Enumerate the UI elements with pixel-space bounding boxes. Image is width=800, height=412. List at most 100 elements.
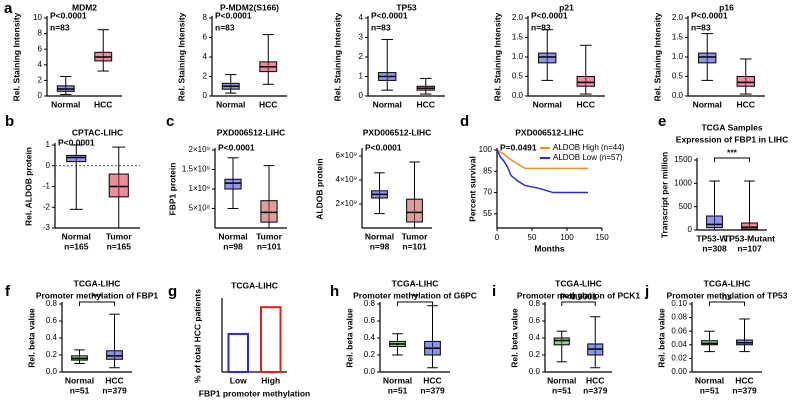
- chart-subtitle: Promoter methylation of PCK1: [517, 290, 641, 300]
- x-tick-label: Normal: [693, 99, 722, 109]
- y-tick-label: 1.0: [672, 52, 684, 61]
- box: [576, 76, 595, 87]
- annotation: P<0.0001: [531, 10, 568, 20]
- sample-size: n=165: [64, 241, 89, 251]
- x-tick-label: Normal: [547, 375, 576, 385]
- y-tick-label: 0: [688, 225, 693, 234]
- x-tick-label: Tumor: [106, 231, 133, 241]
- x-tick-label: Tumor: [256, 231, 283, 241]
- y-axis-label: Rel. beta value: [26, 308, 36, 368]
- y-tick-label: 0.00: [671, 367, 687, 376]
- sig-bracket: [709, 301, 745, 306]
- sig-label: ns: [722, 291, 732, 301]
- y-tick-label: 6: [203, 33, 208, 42]
- chart-title: P-MDM2(S166): [220, 2, 279, 12]
- y-tick-label: 2: [38, 76, 43, 85]
- x-tick-label: High: [261, 375, 280, 385]
- y-tick-label: 0.2: [46, 350, 58, 359]
- panel-letter: i: [492, 283, 496, 300]
- panel-letter: f: [5, 283, 11, 300]
- sig-label: ***: [727, 147, 738, 157]
- y-tick-label: 6×10⁹: [336, 151, 357, 160]
- chart-subtitle: Promoter methylation of TP53: [667, 290, 788, 300]
- box: [66, 154, 87, 163]
- y-axis-label: Rel. Staining Intensity: [492, 12, 502, 101]
- panel-letter: c: [166, 113, 174, 130]
- y-tick-label: 8: [38, 29, 43, 38]
- y-axis-label: Rel. Staining Intensity: [11, 12, 21, 101]
- box: [106, 350, 123, 360]
- sample-size: n=379: [732, 385, 757, 395]
- y-tick-label: 0.02: [671, 354, 687, 363]
- chart-title: TCGA-LIHC: [74, 278, 121, 288]
- chart-subtitle: Promoter methylation of G6PC: [353, 290, 477, 300]
- sig-bracket: [79, 301, 115, 306]
- x-tick-label: TP53-Mutant: [724, 233, 775, 243]
- y-tick-label: 1.0: [512, 52, 524, 61]
- x-axis-label: FBP1 promoter methylation: [199, 388, 310, 398]
- y-tick-label: 0.0: [512, 91, 524, 100]
- y-tick-label: -2: [43, 202, 51, 211]
- x-tick-label: TP53-WT: [696, 233, 733, 243]
- sample-size: n=51: [70, 385, 90, 395]
- y-axis-label: Rel. Staining Intensity: [176, 12, 186, 101]
- sig-bracket: [714, 157, 750, 162]
- y-tick-label: 0.6: [364, 316, 376, 325]
- y-tick-label: 1500: [674, 155, 692, 164]
- chart-title: TCGA Samples: [701, 122, 762, 132]
- x-tick-label: Normal: [695, 375, 724, 385]
- sample-size: n=51: [552, 385, 572, 395]
- y-tick-label: 0.6: [529, 316, 541, 325]
- panel-letter: d: [460, 113, 469, 130]
- y-tick-label: 6: [38, 44, 43, 53]
- sample-size: n=379: [583, 385, 608, 395]
- sample-size: n=98: [370, 241, 390, 251]
- y-axis-label: FBP1 protein: [167, 163, 177, 216]
- panel-letter: j: [644, 283, 649, 300]
- y-tick-label: 1: [359, 72, 364, 81]
- panel-letter: h: [330, 283, 339, 300]
- x-tick-label: HCC: [105, 375, 123, 385]
- y-tick-label: 0.04: [671, 340, 687, 349]
- y-tick-label: 0.5: [512, 72, 524, 81]
- chart-title: p16: [719, 2, 734, 12]
- y-tick-label: 1.5: [672, 33, 684, 42]
- sample-size: n=98: [223, 241, 243, 251]
- box: [406, 198, 423, 223]
- survival-line: [496, 149, 588, 194]
- y-axis-label: Rel. beta value: [344, 308, 354, 368]
- chart-title: TCGA-LIHC: [555, 278, 602, 288]
- y-tick-label: 0.08: [671, 313, 687, 322]
- y-tick-label: 70: [483, 188, 492, 197]
- annotation: P=0.0491: [500, 142, 537, 152]
- y-tick-label: 0: [359, 91, 364, 100]
- y-tick-label: 2: [203, 72, 208, 81]
- annotation: n=83: [531, 22, 551, 32]
- y-axis-label: Rel. ALDOB protein: [23, 147, 33, 226]
- y-axis-label: Rel. Staining Intensity: [652, 12, 662, 101]
- y-tick-label: 0.5: [672, 72, 684, 81]
- y-tick-label: 0.4: [364, 333, 376, 342]
- y-tick-label: 1.5: [512, 33, 524, 42]
- y-tick-label: 1.5×10⁹: [182, 165, 210, 174]
- annotation: P<0.0001: [691, 10, 728, 20]
- sample-size: n=101: [257, 241, 282, 251]
- annotation: n=83: [215, 22, 235, 32]
- box: [108, 173, 129, 198]
- chart-title: PXD006512-LIHC: [515, 127, 584, 137]
- y-tick-label: 0.4: [46, 333, 58, 342]
- x-tick-label: Normal: [216, 99, 245, 109]
- y-tick-label: 2.0: [512, 13, 524, 22]
- annotation: P<0.0001: [58, 137, 95, 147]
- survival-line: [496, 149, 588, 170]
- sig-bracket: [397, 301, 433, 306]
- chart-title: TCGA-LIHC: [704, 278, 751, 288]
- x-tick-label: Normal: [383, 375, 412, 385]
- panel-letter: e: [658, 113, 666, 130]
- y-tick-label: 10: [33, 13, 42, 22]
- x-tick-label: HCC: [586, 375, 604, 385]
- x-tick-label: HCC: [94, 99, 112, 109]
- y-tick-label: 1×10⁹: [189, 184, 210, 193]
- y-tick-label: 500: [679, 202, 693, 211]
- chart-subtitle: Expression of FBP1 in LIHC: [676, 134, 788, 144]
